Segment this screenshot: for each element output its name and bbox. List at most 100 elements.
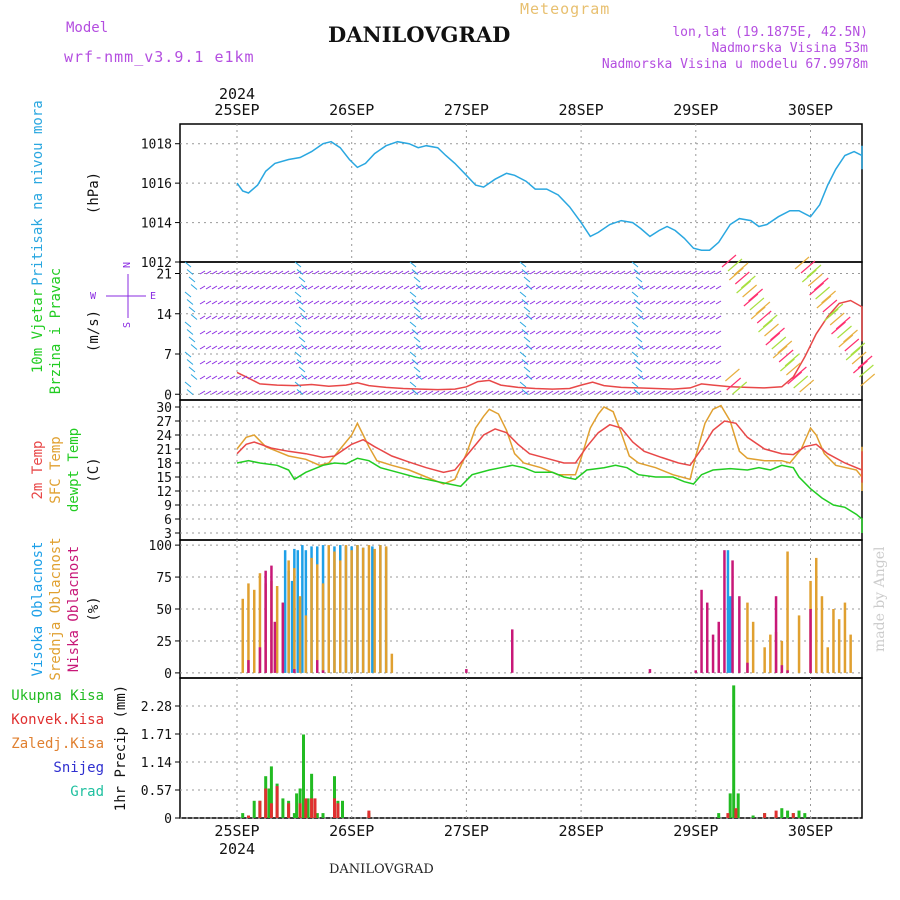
wind-barb [493, 270, 500, 275]
wind-barb [265, 345, 272, 350]
wind-barb [301, 360, 308, 365]
wind-barb [655, 390, 662, 395]
wind-barb [601, 270, 608, 275]
wind-barb [373, 285, 380, 290]
wind-barb [667, 270, 674, 275]
wind-barb [379, 285, 386, 290]
wind-barb [613, 360, 620, 365]
wind-barb-blue [300, 374, 308, 380]
wind-barb [199, 360, 206, 365]
wind-barb [283, 390, 290, 395]
top-date-label: 26SEP [329, 101, 374, 119]
wind-barb [475, 390, 482, 395]
wind-barb [709, 345, 716, 350]
wind-barb [457, 390, 464, 395]
wind-barb [199, 330, 206, 335]
wind-barb [421, 375, 428, 380]
wind-barb [247, 285, 254, 290]
wind-barb [337, 345, 344, 350]
wind-barb [391, 375, 398, 380]
wind-barb [307, 285, 314, 290]
bar-total_precip [310, 773, 314, 818]
bar-total_precip [252, 800, 256, 818]
bar-mid_cloud [247, 583, 250, 673]
wind-barb-blue [300, 284, 308, 290]
wind-barb [445, 390, 452, 395]
wind-barb [589, 390, 596, 395]
wind-barb [583, 300, 590, 305]
bar-high_cloud [290, 580, 294, 673]
wind-barb [313, 375, 320, 380]
wind-barb [541, 375, 548, 380]
wind-barb [211, 270, 218, 275]
wind-barb [241, 270, 248, 275]
wind-barb [379, 360, 386, 365]
wind-barb [541, 300, 548, 305]
wind-barb [253, 390, 260, 395]
wind-barb [577, 270, 584, 275]
wind-barb [235, 390, 242, 395]
wind-barb-strong [800, 260, 816, 274]
wind-barb-blue [184, 351, 192, 358]
wind-barb [451, 270, 458, 275]
wind-barb [607, 285, 614, 290]
wind-barb [289, 330, 296, 335]
bar-low_cloud [321, 670, 325, 673]
bar-total_precip [803, 813, 807, 818]
wind-barb [223, 315, 230, 320]
wind-barb [247, 360, 254, 365]
wind-barb-strong [742, 284, 757, 298]
wind-barb [355, 390, 362, 395]
wind-barb [547, 345, 554, 350]
wind-barb [355, 375, 362, 380]
wind-barb [289, 360, 296, 365]
bar-total_precip [306, 798, 310, 818]
wind-barb [577, 345, 584, 350]
wind-barb [535, 330, 542, 335]
wind-barb [373, 330, 380, 335]
wind-barb [577, 375, 584, 380]
wind-barb [301, 390, 308, 395]
wind-barb [595, 285, 602, 290]
wind-barb [421, 270, 428, 275]
wind-barb [343, 300, 350, 305]
wind-barb [565, 330, 572, 335]
wind-barb [523, 330, 530, 335]
wind-barb [505, 315, 512, 320]
wind-barb-blue [637, 344, 645, 350]
wind-barb [703, 300, 710, 305]
wind-barb-blue [523, 366, 531, 373]
wind-barb [259, 300, 266, 305]
wind-barb [613, 390, 620, 395]
wind-barb [445, 330, 452, 335]
wind-barb-blue [519, 321, 527, 328]
wind-barb [703, 390, 710, 395]
wind-barb [283, 270, 290, 275]
y-tick-label: 1.14 [141, 756, 172, 771]
wind-barb [463, 345, 470, 350]
wind-barb [715, 330, 722, 335]
y-tick-label: 14 [156, 308, 172, 323]
wind-barb [349, 375, 356, 380]
wind-barb-strong [748, 288, 763, 302]
wind-barb [451, 315, 458, 320]
wind-barb [217, 300, 224, 305]
wind-barb-strong [728, 267, 744, 281]
wind-barb [313, 330, 320, 335]
wind-barb [583, 315, 590, 320]
wind-barb [535, 315, 542, 320]
wind-barb [673, 375, 680, 380]
wind-barb [595, 270, 602, 275]
wind-barb [715, 345, 722, 350]
wind-barb [505, 375, 512, 380]
wind-barb [715, 375, 722, 380]
wind-barb [373, 270, 380, 275]
wind-barb-strong [801, 269, 817, 283]
wind-barb [205, 285, 212, 290]
bar-mid_cloud [275, 586, 279, 673]
y-tick-label: 18 [156, 457, 172, 472]
wind-barb [385, 285, 392, 290]
wind-barb [685, 270, 692, 275]
wind-barb [451, 330, 458, 335]
wind-barb [469, 330, 476, 335]
